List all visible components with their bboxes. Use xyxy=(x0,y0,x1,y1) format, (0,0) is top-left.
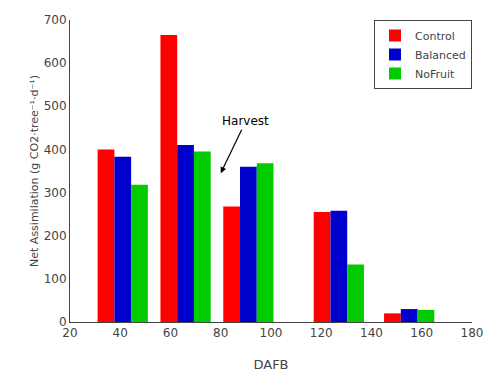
svg-text:DAFB: DAFB xyxy=(253,357,288,372)
svg-text:NoFruit: NoFruit xyxy=(415,68,455,81)
svg-text:140: 140 xyxy=(360,326,383,340)
svg-text:100: 100 xyxy=(260,326,283,340)
svg-text:400: 400 xyxy=(44,143,67,157)
svg-text:Net Assimilation (g CO2·tree⁻¹: Net Assimilation (g CO2·tree⁻¹·d⁻¹) xyxy=(28,75,41,267)
svg-text:120: 120 xyxy=(310,326,333,340)
svg-text:0: 0 xyxy=(59,315,67,329)
svg-text:180: 180 xyxy=(461,326,484,340)
svg-text:20: 20 xyxy=(62,326,77,340)
svg-text:Control: Control xyxy=(415,30,455,43)
svg-text:Harvest: Harvest xyxy=(222,114,269,128)
svg-text:600: 600 xyxy=(44,56,67,70)
svg-text:Balanced: Balanced xyxy=(415,49,466,62)
svg-text:500: 500 xyxy=(44,99,67,113)
svg-text:80: 80 xyxy=(213,326,228,340)
svg-text:40: 40 xyxy=(113,326,128,340)
svg-text:300: 300 xyxy=(44,186,67,200)
svg-text:200: 200 xyxy=(44,229,67,243)
svg-text:160: 160 xyxy=(410,326,433,340)
svg-text:100: 100 xyxy=(44,272,67,286)
svg-text:700: 700 xyxy=(44,13,67,27)
svg-text:60: 60 xyxy=(163,326,178,340)
